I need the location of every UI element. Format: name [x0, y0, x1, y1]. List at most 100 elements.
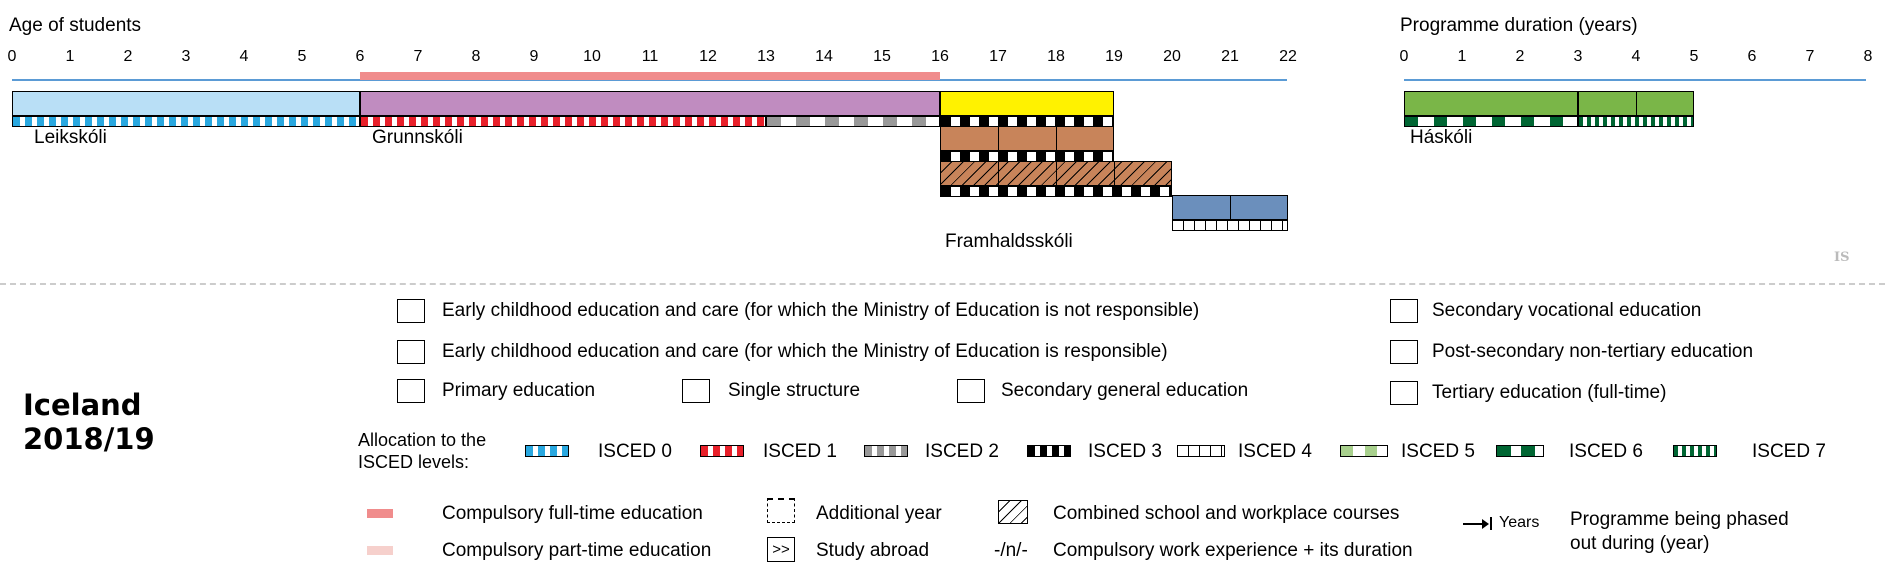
isced-strip-0 — [12, 116, 360, 127]
age-tick-9: 9 — [529, 48, 539, 65]
legend-label-secondary-general: Secondary general education — [1001, 380, 1249, 401]
legend-isced3-swatch — [1027, 445, 1071, 457]
isced-strip-6 — [1404, 116, 1578, 127]
legend-phased-out-label: Programme being phased out during (year) — [1570, 509, 1789, 554]
duration-tick-7: 7 — [1805, 48, 1815, 65]
age-axis-title: Age of students — [9, 15, 142, 36]
legend-additional-year-swatch — [767, 498, 795, 523]
programme-bar-secondary-general — [940, 91, 1114, 116]
legend-swatch-secondary-general — [957, 379, 985, 403]
duration-axis-title: Programme duration (years) — [1400, 15, 1638, 36]
programme-bar-single-structure — [360, 91, 940, 116]
duration-tick-6: 6 — [1747, 48, 1757, 65]
age-tick-17: 17 — [989, 48, 1007, 65]
legend-swatch-single-structure — [682, 379, 710, 403]
age-tick-15: 15 — [873, 48, 891, 65]
legend-isced4-swatch — [1177, 445, 1225, 457]
legend-isced7-swatch — [1673, 445, 1717, 457]
isced-strip-3 — [940, 186, 1172, 197]
year-divider — [1635, 91, 1637, 116]
legend-separator — [0, 283, 1885, 285]
legend-isced2-swatch — [864, 445, 908, 457]
tertiary-bachelor-bar — [1404, 91, 1578, 116]
isced-strip-4 — [1172, 220, 1288, 231]
legend-label-post-secondary: Post-secondary non-tertiary education — [1432, 341, 1754, 362]
age-tick-12: 12 — [699, 48, 717, 65]
legend-isced7-label: ISCED 7 — [1752, 441, 1826, 462]
legend-study-abroad-swatch: >> — [767, 537, 795, 562]
age-tick-10: 10 — [583, 48, 601, 65]
legend-phased-out-bar-icon — [1490, 517, 1492, 530]
age-tick-14: 14 — [815, 48, 833, 65]
duration-tick-0: 0 — [1399, 48, 1409, 65]
legend-isced0-label: ISCED 0 — [598, 441, 672, 462]
year-divider — [1055, 161, 1057, 186]
legend-compulsory-full-time-swatch — [367, 509, 393, 518]
age-tick-7: 7 — [413, 48, 423, 65]
legend-compulsory-full-time-label: Compulsory full-time education — [442, 503, 703, 524]
age-tick-11: 11 — [641, 48, 659, 65]
duration-axis-line — [1404, 79, 1866, 81]
legend-swatch-ecec-not-responsible — [397, 299, 425, 323]
legend-label-ecec-responsible: Early childhood education and care (for … — [442, 341, 1168, 362]
isced-strip-7 — [1578, 116, 1694, 127]
isced-strip-2 — [766, 116, 940, 127]
duration-tick-2: 2 — [1515, 48, 1525, 65]
isced-strip-1 — [360, 116, 766, 127]
legend-isced1-label: ISCED 1 — [763, 441, 837, 462]
programme-label-framhaldsskoli: Framhaldsskóli — [945, 231, 1073, 252]
year-divider — [997, 126, 999, 151]
legend-swatch-post-secondary — [1390, 340, 1418, 364]
programme-bar-ecec-ministry — [12, 91, 360, 116]
duration-tick-5: 5 — [1689, 48, 1699, 65]
legend-swatch-primary — [397, 379, 425, 403]
year-divider — [997, 161, 999, 186]
age-tick-1: 1 — [65, 48, 75, 65]
legend-compulsory-part-time-swatch — [367, 546, 393, 555]
legend-combined-label: Combined school and workplace courses — [1053, 503, 1400, 524]
legend-label-tertiary: Tertiary education (full-time) — [1432, 382, 1667, 403]
age-tick-5: 5 — [297, 48, 307, 65]
country-code: IS — [1834, 250, 1850, 265]
legend-isced5-label: ISCED 5 — [1401, 441, 1475, 462]
legend-phased-out-arrow-icon — [1463, 523, 1487, 525]
country-name: Iceland — [23, 388, 142, 422]
country-year: 2018/19 — [23, 422, 155, 456]
year-divider — [1229, 195, 1231, 220]
legend-isced0-swatch — [525, 445, 569, 457]
legend-combined-swatch — [998, 500, 1028, 524]
age-tick-2: 2 — [123, 48, 133, 65]
age-tick-18: 18 — [1047, 48, 1065, 65]
country-title: Iceland 2018/19 — [23, 388, 155, 456]
age-tick-6: 6 — [355, 48, 365, 65]
legend-label-primary: Primary education — [442, 380, 596, 401]
legend-years-symbol: Years — [1499, 514, 1540, 531]
legend-swatch-tertiary — [1390, 381, 1418, 405]
legend-isced-title: Allocation to the ISCED levels: — [358, 430, 487, 472]
legend-swatch-ecec-responsible — [397, 340, 425, 364]
age-tick-0: 0 — [7, 48, 17, 65]
duration-tick-8: 8 — [1863, 48, 1873, 65]
duration-tick-3: 3 — [1573, 48, 1583, 65]
year-divider — [1113, 161, 1115, 186]
age-tick-19: 19 — [1105, 48, 1123, 65]
legend-work-experience-label: Compulsory work experience + its duratio… — [1053, 540, 1413, 561]
legend-compulsory-part-time-label: Compulsory part-time education — [442, 540, 712, 561]
legend-isced4-label: ISCED 4 — [1238, 441, 1312, 462]
legend-label-secondary-vocational: Secondary vocational education — [1432, 300, 1702, 321]
age-tick-22: 22 — [1279, 48, 1297, 65]
age-tick-8: 8 — [471, 48, 481, 65]
legend-isced6-label: ISCED 6 — [1569, 441, 1643, 462]
age-tick-21: 21 — [1221, 48, 1239, 65]
duration-tick-1: 1 — [1457, 48, 1467, 65]
legend-isced3-label: ISCED 3 — [1088, 441, 1162, 462]
age-tick-4: 4 — [239, 48, 249, 65]
age-axis-line — [12, 79, 1287, 81]
age-tick-16: 16 — [931, 48, 949, 65]
legend-additional-year-label: Additional year — [816, 503, 942, 524]
legend-isced1-swatch — [700, 445, 744, 457]
age-tick-13: 13 — [757, 48, 775, 65]
programme-label-grunnskoli: Grunnskóli — [372, 127, 463, 148]
compulsory-full-time-bar — [360, 72, 940, 80]
duration-tick-4: 4 — [1631, 48, 1641, 65]
